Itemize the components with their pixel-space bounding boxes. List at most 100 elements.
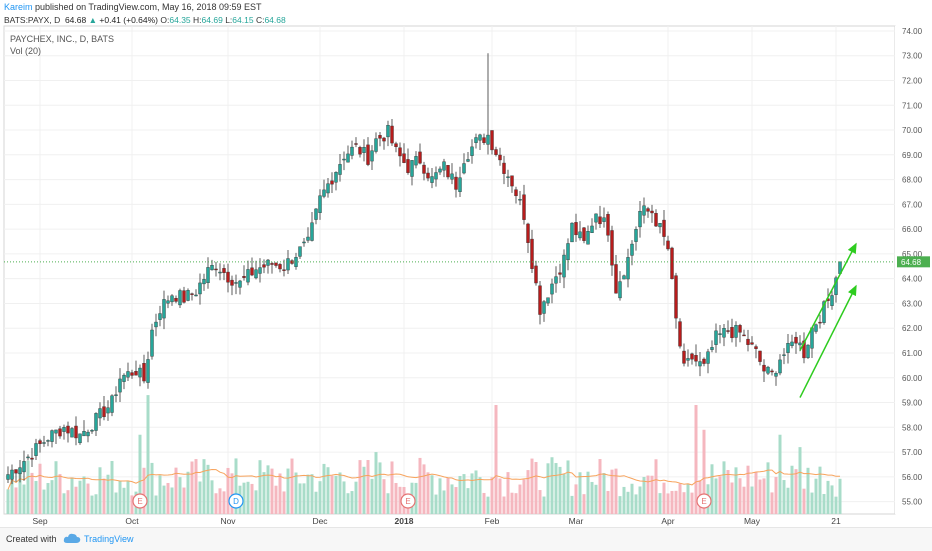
volume-bar (198, 481, 202, 514)
candle-body (78, 433, 82, 444)
volume-bar (150, 462, 154, 514)
candle-body (434, 172, 438, 180)
time-tick-label: Feb (485, 516, 500, 526)
volume-bar (430, 475, 434, 514)
volume-bar (314, 491, 318, 514)
candle-body (734, 325, 738, 338)
volume-bar (482, 492, 486, 514)
volume-bar (794, 469, 798, 514)
author-link[interactable]: Kareim (4, 2, 33, 12)
volume-bar (166, 482, 170, 514)
candle-body (186, 290, 190, 301)
candle-body (358, 147, 362, 155)
candle-body (534, 265, 538, 284)
volume-bar (414, 482, 418, 514)
volume-bar (778, 434, 782, 514)
candle-body (538, 285, 542, 315)
event-marker-label: E (701, 497, 706, 506)
close-value: 64.68 (264, 15, 286, 25)
candle-body (526, 223, 530, 243)
volume-bar (494, 405, 498, 514)
candle-body (354, 143, 358, 145)
candle-body (226, 271, 230, 283)
volume-bar (738, 478, 742, 514)
price-axis[interactable]: 55.00 56.00 57.00 58.00 59.00 60.00 61.00 62.00… (895, 26, 932, 514)
volume-bar (434, 494, 438, 514)
candle-body (794, 336, 798, 344)
candle-body (686, 358, 690, 361)
time-axis[interactable]: Sep Oct Nov Dec 2018 Feb Mar Apr May 21 (32, 516, 841, 526)
volume-bar (242, 482, 246, 514)
candle-body (438, 168, 442, 173)
candle-body (110, 395, 114, 413)
volume-bar (666, 493, 670, 514)
volume-bar (534, 462, 538, 514)
candle-body (26, 456, 30, 459)
candle-body (178, 290, 182, 306)
volume-bar (438, 478, 442, 514)
candle-body (138, 367, 142, 378)
volume-bar (10, 470, 14, 514)
volume-bar (678, 483, 682, 514)
candle-body (670, 247, 674, 280)
candle-body (254, 269, 258, 279)
volume-bar (570, 495, 574, 514)
candle-body (758, 350, 762, 362)
candle-body (718, 333, 722, 335)
change-value: +0.41 (+0.64%) (99, 15, 159, 25)
high-value: 64.69 (201, 15, 223, 25)
volume-bar (262, 472, 266, 514)
volume-bar (74, 486, 78, 514)
candle-body (386, 125, 390, 138)
volume-bar (478, 477, 482, 514)
candle-body (694, 355, 698, 362)
volume-bar (546, 463, 550, 514)
volume-bar (306, 474, 310, 514)
candle-body (50, 430, 54, 442)
volume-bar (422, 464, 426, 514)
volume-bar (126, 481, 130, 514)
ohlc-bar: BATS:PAYX, D 64.68 ▲ +0.41 (+0.64%) O:64… (4, 15, 286, 25)
candle-body (410, 160, 414, 177)
candle-body (366, 144, 370, 165)
candle-body (86, 431, 90, 437)
candle-body (30, 457, 34, 460)
candle-body (470, 146, 474, 156)
candle-body (214, 268, 218, 271)
volume-bar (750, 486, 754, 514)
candle-body (370, 150, 374, 162)
volume-bar (694, 405, 698, 514)
candle-body (94, 413, 98, 431)
volume-bar (382, 479, 386, 514)
volume-bar (366, 460, 370, 514)
volume-bar (66, 490, 70, 514)
candle-body (202, 279, 206, 285)
candle-body (678, 321, 682, 347)
candle-body (130, 372, 134, 376)
price-chart[interactable]: E D E E 55.00 56.00 57.00 58.00 59.00 60.00 61.00… (0, 0, 932, 527)
volume-bar (390, 461, 394, 514)
chart-legend-title: PAYCHEX, INC., D, BATS (10, 34, 114, 44)
candle-body (390, 125, 394, 144)
volume-bar (606, 490, 610, 514)
candle-body (74, 425, 78, 439)
candle-body (90, 430, 94, 432)
volume-bar (50, 480, 54, 514)
volume-bar (62, 493, 66, 514)
candle-body (314, 208, 318, 220)
tradingview-link[interactable]: TradingView (84, 534, 134, 544)
candle-body (378, 135, 382, 139)
candle-body (210, 265, 214, 271)
volume-bar (278, 473, 282, 514)
volume-bar (230, 473, 234, 514)
volume-bar (194, 459, 198, 514)
candle-body (230, 279, 234, 286)
candle-body (118, 378, 122, 393)
volume-bar (566, 460, 570, 514)
candle-body (558, 272, 562, 275)
candle-body (250, 267, 254, 276)
volume-bar (714, 478, 718, 514)
candle-body (70, 428, 74, 438)
candle-body (582, 227, 586, 241)
candle-body (714, 330, 718, 345)
